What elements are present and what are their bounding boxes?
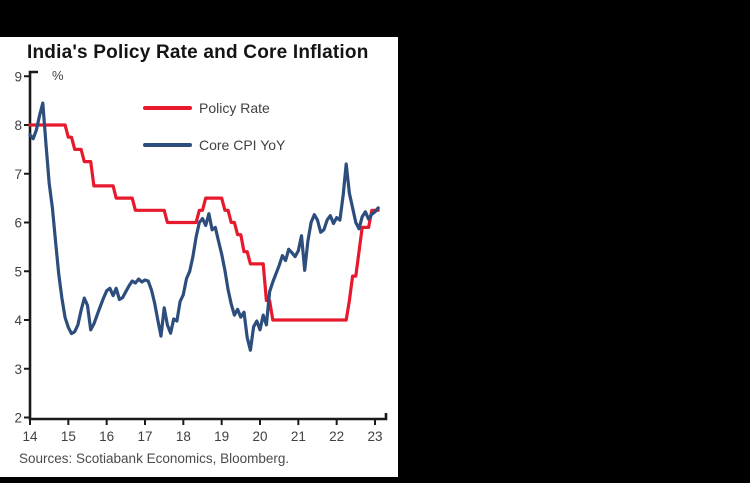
y-axis-unit-label: % [52,68,64,83]
legend-label-core-cpi: Core CPI YoY [199,137,286,153]
legend-item-policy-rate: Policy Rate [143,100,285,116]
x-axis-tick-label: 15 [61,429,76,444]
core-cpi-line [28,101,380,352]
chart-title: India's Policy Rate and Core Inflation [27,42,369,63]
y-axis-tick-label: 2 [14,411,22,426]
y-axis-tick-label: 6 [14,216,22,231]
x-axis-tick-label: 22 [329,429,344,444]
y-axis-tick-label: 7 [14,167,22,182]
policy-rate-line [28,123,380,322]
source-note: Sources: Scotiabank Economics, Bloomberg… [19,451,290,466]
y-axis-tick-label: 4 [14,313,22,328]
x-axis-tick-label: 14 [22,429,38,444]
x-axis-tick-label: 16 [99,429,114,444]
y-axis-tick-label: 9 [14,69,22,84]
x-axis-tick-label: 19 [214,429,229,444]
y-axis-tick-label: 3 [14,362,22,377]
x-axis-tick-label: 21 [291,429,306,444]
chart-panel: India's Policy Rate and Core Inflation 2… [0,37,398,477]
x-axis-tick-label: 23 [367,429,382,444]
x-axis-tick-label: 20 [252,429,267,444]
y-axis-tick-label: 5 [14,264,22,279]
core-cpi-line-swatch [143,143,192,147]
legend-label-policy-rate: Policy Rate [199,100,270,116]
x-axis-tick-label: 17 [137,429,152,444]
legend-item-core-cpi: Core CPI YoY [143,137,286,153]
x-axis-tick-label: 18 [176,429,191,444]
y-axis-tick-label: 8 [14,118,22,133]
chart-legend: Policy Rate Core CPI YoY [143,100,286,175]
policy-rate-line-swatch [143,106,192,110]
